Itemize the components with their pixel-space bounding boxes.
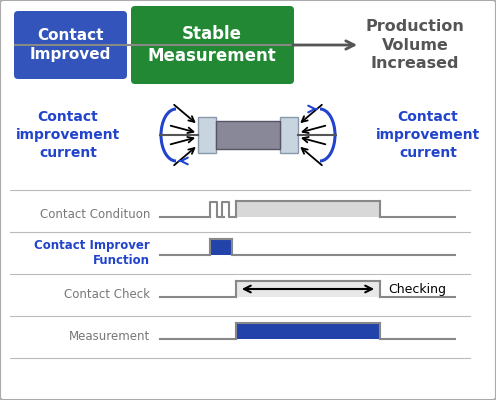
Bar <box>280 117 298 153</box>
Text: Measurement: Measurement <box>69 330 150 344</box>
Bar <box>236 281 380 297</box>
Text: Contact
Improved: Contact Improved <box>29 28 111 62</box>
FancyBboxPatch shape <box>14 11 127 79</box>
Text: Production
Volume
Increased: Production Volume Increased <box>366 19 464 71</box>
Bar <box>236 201 380 217</box>
Text: Contact Improver
Function: Contact Improver Function <box>34 238 150 268</box>
Bar <box>236 323 380 339</box>
Text: Contact
improvement
current: Contact improvement current <box>376 110 480 160</box>
FancyBboxPatch shape <box>131 6 294 84</box>
Bar <box>216 121 280 149</box>
Text: Checking: Checking <box>388 282 446 296</box>
Bar <box>198 117 216 153</box>
Text: Contact Condituon: Contact Condituon <box>40 208 150 222</box>
Text: Contact Check: Contact Check <box>64 288 150 302</box>
Bar <box>222 202 229 217</box>
Text: Contact
improvement
current: Contact improvement current <box>16 110 120 160</box>
Bar <box>210 239 232 255</box>
Bar <box>210 202 217 217</box>
Text: Stable
Measurement: Stable Measurement <box>148 25 276 65</box>
